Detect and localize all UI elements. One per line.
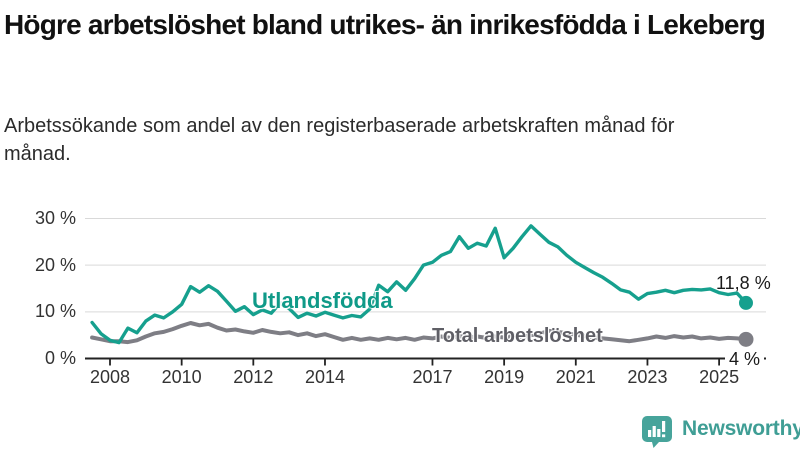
chart-title: Högre arbetslöshet bland utrikes- än inr…: [4, 9, 766, 40]
end-value-label-total: 4 %: [725, 349, 765, 369]
y-axis-label: 20 %: [34, 254, 76, 275]
series-label-total-arbetsloshet: Total arbetslöshet: [432, 325, 603, 347]
x-axis-label: 2023: [627, 367, 668, 387]
series-line-total: [90, 321, 748, 345]
series-label-utlandsfodda: Utlandsfödda: [252, 288, 393, 313]
series-line-utlandsfodda: [90, 224, 748, 345]
x-axis-label: 2010: [161, 367, 202, 387]
x-axis-label: 2017: [412, 367, 453, 387]
end-value-label-utlandsfodda: 11,8 %: [716, 273, 771, 293]
x-axis-label: 2012: [233, 367, 274, 387]
newsworthy-logo-text: Newsworthy: [682, 417, 800, 440]
newsworthy-logo-icon: [642, 416, 672, 448]
end-dot-total: [738, 331, 754, 347]
y-axis-label: 30 %: [34, 208, 76, 228]
x-axis-label: 2014: [304, 367, 345, 387]
x-axis-label: 2025: [699, 367, 740, 387]
chart-subtitle: Arbetssökande som andel av den registerb…: [4, 115, 675, 166]
y-axis-label: 0 %: [44, 348, 76, 368]
x-axis-label: 2019: [484, 367, 525, 387]
logo-bubble-shape: [642, 416, 672, 448]
logo-bars: [648, 421, 666, 438]
x-axis-label: 2021: [555, 367, 596, 387]
end-dot-utlandsfodda: [738, 295, 753, 310]
x-axis-label: 2008: [89, 367, 131, 387]
newsworthy-logo: Newsworthy: [640, 414, 800, 448]
y-axis-label: 10 %: [34, 301, 76, 322]
